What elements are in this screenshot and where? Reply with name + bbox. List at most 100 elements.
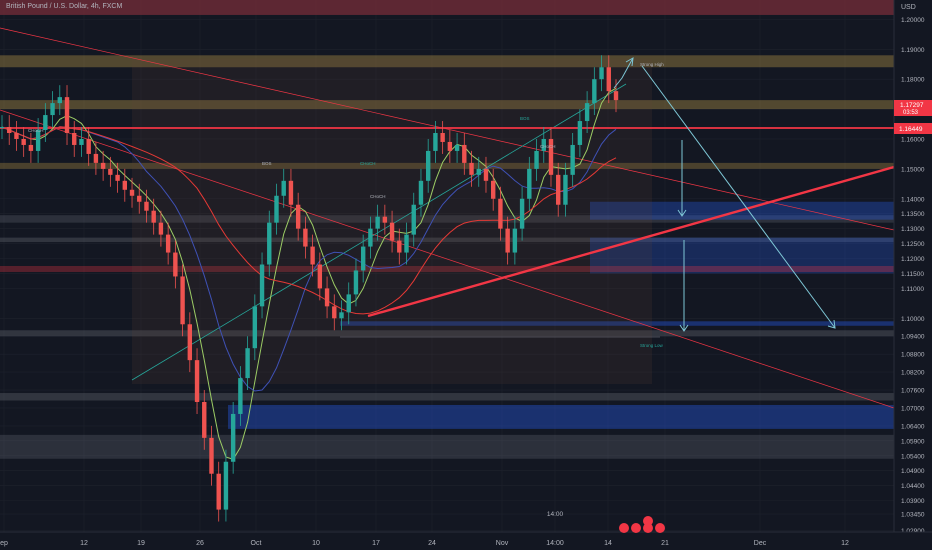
price-tick-label: 1.18000	[901, 77, 925, 84]
candle-body	[324, 288, 330, 307]
price-axis-currency: USD	[901, 4, 916, 11]
price-tick-label: 1.19000	[901, 47, 925, 54]
time-tick-label: 12	[841, 540, 849, 547]
bar-countdown: 03:53	[903, 110, 919, 116]
time-axis-panel[interactable]	[0, 532, 932, 550]
candle-body	[389, 222, 395, 241]
time-tick-label: Dec	[754, 540, 767, 547]
candle-body	[202, 401, 207, 438]
candle-body	[259, 264, 265, 307]
price-tick-label: 1.11500	[901, 271, 924, 278]
candle-body	[613, 91, 619, 101]
annotations-layer: Strong High Strong Low BOS CHoCH BOS CHoCH CHo…	[28, 62, 664, 518]
candle-body	[303, 228, 308, 247]
symbol-title: British Pound / U.S. Dollar, 4h, FXCM	[6, 3, 123, 10]
projection-arrows	[613, 57, 836, 332]
candle-body	[353, 270, 359, 295]
time-tick-label: Nov	[496, 540, 509, 547]
candle-body	[483, 168, 489, 181]
channel-lines	[0, 27, 895, 409]
candle-body	[43, 115, 48, 131]
candle-body	[310, 246, 315, 265]
candle-body	[216, 473, 221, 510]
event-markers[interactable]	[619, 516, 665, 533]
time-axis-ticks: ep 12 19 26 Oct 10 17 24 Nov 14:00 14 21 Dec 12	[0, 540, 849, 547]
candle-body	[158, 222, 164, 235]
candle-body	[599, 67, 604, 80]
price-tick-label: 1.11000	[901, 286, 924, 293]
strong-low-label: Strong Low	[640, 343, 664, 348]
candle-body	[252, 306, 258, 349]
time-tick-label: 26	[196, 540, 204, 547]
red-zone	[0, 266, 894, 272]
candle-body	[368, 228, 373, 247]
price-axis-panel[interactable]	[894, 0, 932, 532]
arrowhead-icon	[679, 324, 689, 332]
candle-body	[491, 180, 496, 199]
time-tick-label: 19	[137, 540, 145, 547]
event-marker-icon[interactable]	[655, 523, 665, 533]
supply-zone	[0, 162, 894, 169]
candle-body	[245, 348, 250, 379]
candle-body	[541, 138, 546, 151]
demand-zone	[590, 237, 894, 274]
price-tick-label: 1.16000	[901, 136, 925, 143]
candle-body	[0, 127, 5, 129]
candle-body	[187, 324, 193, 361]
moving-average-fast	[1, 87, 617, 461]
moving-average-mid	[1, 126, 617, 392]
candle-body	[592, 79, 597, 104]
candle-body	[512, 228, 518, 253]
last-price-value: 1.17297	[900, 102, 924, 109]
supply-zone	[0, 100, 894, 110]
candle-body	[230, 413, 236, 462]
candles-layer	[0, 55, 619, 522]
candle-body	[137, 195, 142, 202]
time-tick-label: 24	[428, 540, 436, 547]
candle-body	[144, 201, 149, 211]
price-tick-label: 1.04400	[901, 483, 925, 490]
choch-label: CHoCH	[370, 194, 386, 199]
candle-body	[317, 264, 323, 289]
last-price-tag: 1.17297 03:53	[894, 100, 932, 116]
candle-body	[115, 174, 120, 181]
candle-body	[476, 168, 481, 175]
candle-body	[79, 138, 84, 145]
neutral-zone	[0, 330, 894, 337]
demand-zone	[340, 321, 894, 326]
event-marker-icon[interactable]	[631, 523, 641, 533]
time-tick-label: 14:00	[546, 540, 564, 547]
demand-zone	[228, 404, 894, 429]
candle-body	[440, 133, 445, 142]
bos-label: BOS	[520, 116, 530, 121]
candle-body	[527, 168, 532, 199]
price-tick-label: 1.12500	[901, 241, 925, 248]
candle-body	[447, 141, 453, 151]
candle-body	[209, 437, 214, 474]
candle-body	[505, 228, 510, 253]
candle-body	[108, 168, 113, 175]
price-tick-label: 1.08200	[901, 370, 925, 377]
candle-body	[100, 162, 106, 169]
candle-body	[606, 67, 611, 92]
candle-body	[519, 198, 525, 229]
price-tick-label: 1.05400	[901, 453, 925, 460]
candle-body	[454, 144, 460, 151]
event-marker-icon[interactable]	[643, 523, 653, 533]
candle-body	[267, 222, 272, 265]
choch-label: CHoCH	[540, 144, 556, 149]
candle-body	[72, 133, 77, 145]
candle-body	[418, 180, 424, 205]
event-marker-icon[interactable]	[619, 523, 629, 533]
candle-body	[469, 162, 474, 175]
arrowhead-icon	[677, 209, 687, 217]
candle-body	[404, 234, 409, 253]
price-tick-label: 1.09400	[901, 334, 925, 341]
choch-label: CHoCH	[28, 128, 44, 133]
arrowhead-icon	[827, 319, 836, 329]
candle-body	[274, 195, 279, 223]
price-tick-label: 1.03450	[901, 512, 925, 519]
event-marker-icon[interactable]	[643, 516, 653, 526]
price-tick-label: 1.13000	[901, 226, 925, 233]
